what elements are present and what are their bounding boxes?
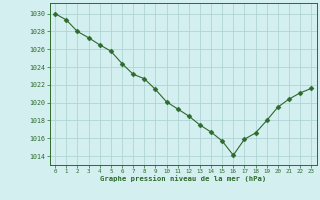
- X-axis label: Graphe pression niveau de la mer (hPa): Graphe pression niveau de la mer (hPa): [100, 176, 266, 182]
